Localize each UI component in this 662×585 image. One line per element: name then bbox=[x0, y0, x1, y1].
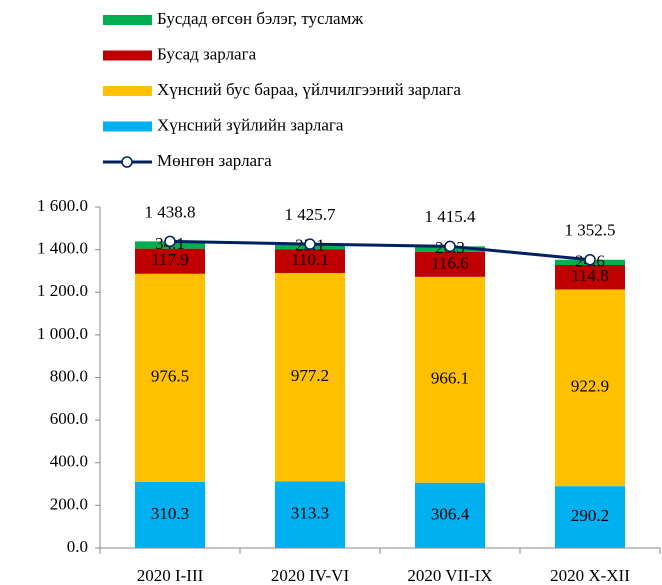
data-label: 306.4 bbox=[431, 504, 470, 523]
legend-label: Мөнгөн зарлага bbox=[157, 151, 272, 170]
data-label: 116.6 bbox=[431, 253, 469, 272]
bar-segment bbox=[135, 248, 205, 274]
y-tick-label: 1 400.0 bbox=[37, 239, 88, 258]
legend-label: Хүнсний зүйлийн зарлага bbox=[157, 115, 344, 134]
legend-label: Бусдад өгсөн бэлэг, тусламж bbox=[157, 9, 363, 28]
bar-segment bbox=[415, 482, 485, 548]
y-tick-label: 1 600.0 bbox=[37, 196, 88, 215]
legend-swatch bbox=[103, 50, 152, 61]
data-label: 1 438.8 bbox=[145, 202, 196, 221]
x-tick-label: 2020 I-III bbox=[137, 566, 204, 585]
bar-segment bbox=[275, 272, 345, 482]
legend-swatch bbox=[103, 121, 152, 132]
data-label: 1 415.4 bbox=[425, 207, 477, 226]
data-label: 117.9 bbox=[151, 250, 189, 269]
data-label: 313.3 bbox=[291, 504, 329, 523]
data-label: 966.1 bbox=[431, 369, 469, 388]
x-tick-label: 2020 IV-VI bbox=[271, 566, 350, 585]
y-tick-label: 400.0 bbox=[50, 452, 88, 471]
data-label: 977.2 bbox=[291, 366, 329, 385]
data-label: 114.8 bbox=[571, 266, 609, 285]
y-tick-label: 800.0 bbox=[50, 366, 88, 385]
x-tick-label: 2020 X-XII bbox=[550, 566, 630, 585]
line-marker bbox=[164, 235, 176, 248]
data-label: 1 425.7 bbox=[285, 205, 337, 224]
y-tick-label: 200.0 bbox=[50, 494, 88, 513]
bar-segment bbox=[275, 249, 345, 273]
y-tick-label: 1 200.0 bbox=[37, 281, 88, 300]
y-tick-label: 600.0 bbox=[50, 409, 88, 428]
data-label: 1 352.5 bbox=[565, 221, 616, 240]
data-label: 976.5 bbox=[151, 367, 189, 386]
y-tick-label: 0.0 bbox=[67, 537, 88, 556]
bar-segment bbox=[415, 251, 485, 277]
legend-label: Хүнсний бус бараа, үйлчилгээний зарлага bbox=[157, 80, 461, 99]
bar-segment bbox=[555, 486, 625, 548]
bar-segment bbox=[135, 273, 205, 482]
legend-swatch bbox=[103, 86, 152, 96]
bar-segment bbox=[275, 481, 345, 548]
bar-segment bbox=[555, 289, 625, 487]
line-marker bbox=[304, 238, 316, 250]
legend-marker bbox=[121, 156, 133, 168]
bar-segment bbox=[135, 481, 205, 548]
bar-segment bbox=[555, 264, 625, 290]
bar-segment bbox=[415, 276, 485, 483]
data-label: 110.1 bbox=[291, 250, 329, 269]
line bbox=[169, 239, 591, 262]
line-marker bbox=[584, 253, 596, 266]
legend-label: Бусад зарлага bbox=[157, 44, 257, 63]
y-tick-label: 1 000.0 bbox=[37, 324, 88, 343]
line-marker bbox=[444, 240, 456, 253]
data-label: 290.2 bbox=[571, 506, 609, 525]
legend-swatch bbox=[103, 15, 152, 25]
data-label: 310.3 bbox=[151, 504, 189, 523]
data-label: 922.9 bbox=[571, 377, 609, 396]
x-tick-label: 2020 VII-IX bbox=[407, 566, 492, 585]
